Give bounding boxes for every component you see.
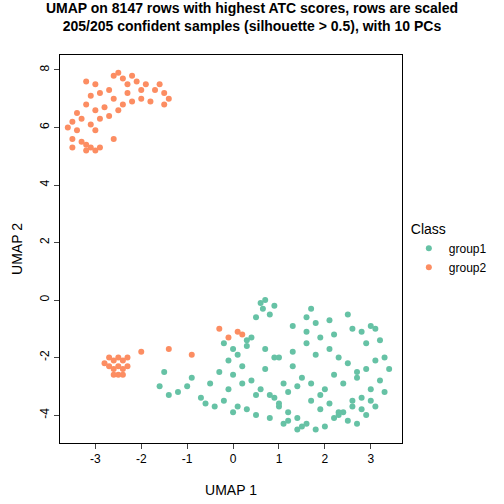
svg-text:2: 2: [322, 452, 329, 466]
svg-text:UMAP 2: UMAP 2: [9, 223, 25, 275]
svg-text:UMAP on 8147 rows with highest: UMAP on 8147 rows with highest ATC score…: [46, 0, 458, 34]
svg-text:-2: -2: [38, 350, 52, 361]
svg-text:6: 6: [38, 122, 52, 129]
svg-text:-2: -2: [136, 452, 147, 466]
svg-text:Class: Class: [411, 221, 446, 237]
svg-text:0: 0: [38, 295, 52, 302]
svg-text:group1: group1: [449, 242, 487, 256]
svg-text:-1: -1: [182, 452, 193, 466]
svg-text:4: 4: [38, 180, 52, 187]
svg-text:-4: -4: [38, 408, 52, 419]
svg-text:UMAP 1: UMAP 1: [205, 482, 257, 498]
svg-text:0: 0: [230, 452, 237, 466]
svg-text:8: 8: [38, 65, 52, 72]
svg-text:3: 3: [367, 452, 374, 466]
svg-text:1: 1: [276, 452, 283, 466]
svg-text:2: 2: [38, 237, 52, 244]
svg-text:group2: group2: [449, 261, 487, 275]
svg-text:-3: -3: [90, 452, 101, 466]
